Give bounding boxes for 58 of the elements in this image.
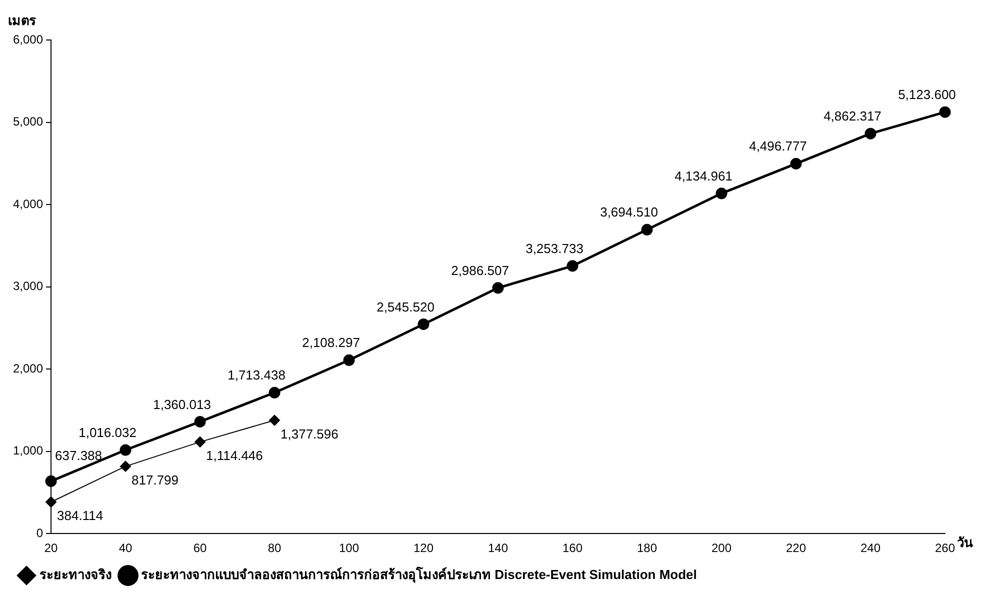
y-tick-label: 6,000 — [13, 32, 44, 46]
point — [939, 106, 951, 118]
data-label: 384.114 — [57, 508, 104, 524]
y-tick-label: 2,000 — [13, 361, 44, 376]
point — [46, 496, 57, 508]
x-tick-label: 200 — [711, 541, 732, 556]
x-tick-label: 60 — [193, 541, 208, 556]
data-label: 1,377.596 — [280, 426, 338, 442]
data-label: 1,016.032 — [78, 425, 136, 440]
x-tick-label: 260 — [934, 541, 956, 556]
data-label: 4,862.317 — [824, 108, 882, 124]
x-tick-label: 180 — [636, 541, 658, 556]
point — [268, 386, 280, 398]
x-tick-label: 80 — [268, 541, 282, 556]
point — [790, 158, 802, 170]
point — [641, 224, 653, 236]
x-tick-label: 220 — [786, 541, 806, 556]
point — [194, 416, 206, 428]
point — [194, 436, 206, 448]
data-label: 817.799 — [132, 472, 179, 488]
point — [269, 414, 280, 426]
y-tick-label: 0 — [36, 526, 44, 540]
point — [45, 475, 57, 487]
y-tick-label: 1,000 — [13, 444, 44, 458]
point — [864, 128, 876, 140]
data-label: 1,114.446 — [206, 448, 263, 463]
x-axis-title: วัน — [957, 535, 973, 550]
data-label: 2,986.507 — [451, 262, 509, 278]
x-tick-label: 120 — [414, 541, 434, 556]
data-label: 1,360.013 — [153, 396, 211, 412]
data-label: 4,496.777 — [749, 138, 807, 154]
data-label: 3,694.510 — [600, 204, 658, 220]
data-label: 2,545.520 — [376, 299, 434, 314]
point — [418, 318, 430, 330]
x-tick-label: 160 — [562, 541, 583, 556]
point — [343, 354, 355, 366]
data-label: 4,134.961 — [674, 168, 732, 184]
y-tick-label: 4,000 — [13, 196, 44, 211]
legend-label: ระยะทางจากแบบจำลองสถานการณ์การก่อสร้างอุโมงค์ประเภท Discrete-Event Simulation Model — [141, 566, 697, 584]
point — [120, 444, 132, 456]
point — [492, 282, 504, 294]
point — [566, 260, 578, 272]
data-label: 1,713.438 — [228, 368, 286, 383]
data-label: 2,108.297 — [302, 335, 360, 350]
y-axis-title: เมตร — [8, 13, 36, 28]
y-tick-label: 3,000 — [13, 279, 44, 294]
legend-label: ระยะทางจริง — [40, 567, 112, 582]
data-label: 637.388 — [55, 448, 102, 464]
point — [716, 188, 728, 200]
x-tick-label: 140 — [488, 541, 508, 556]
point — [120, 460, 132, 472]
data-label: 5,123.600 — [898, 87, 956, 102]
x-tick-label: 240 — [860, 541, 881, 556]
x-tick-label: 20 — [44, 541, 58, 556]
x-tick-label: 40 — [118, 541, 133, 556]
y-tick-label: 5,000 — [13, 114, 44, 129]
data-label: 3,253.733 — [526, 241, 584, 256]
x-tick-label: 100 — [339, 541, 360, 556]
